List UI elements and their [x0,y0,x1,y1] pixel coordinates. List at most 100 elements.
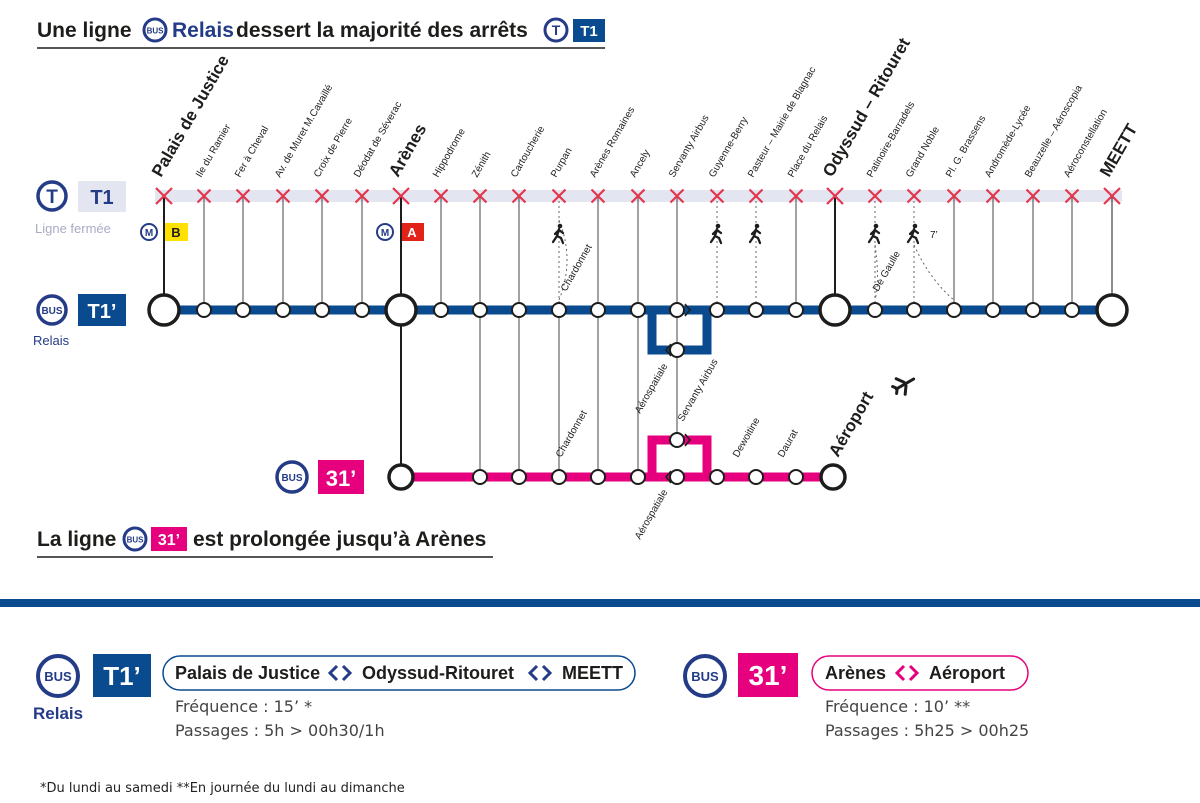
stop-marker [709,302,725,318]
tram-stop-x-icon [354,188,370,204]
l31-badge-text: 31’ [326,466,357,491]
major-stop-marker [818,293,852,327]
double-chevron-icon [894,664,920,682]
stop-marker [788,302,804,318]
stop-marker [630,302,646,318]
route-t1-a: Palais de Justice [175,663,320,683]
bus-icon-31: BUS [275,460,309,494]
stop-marker-31 [511,469,527,485]
major-stop-marker-31 [387,463,415,491]
metro-icon: M [376,223,394,241]
l31-badge-small [151,527,187,551]
bus-icon: BUS [122,526,148,552]
line31-label: Aérospatiale [633,361,671,415]
stop-marker [511,302,527,318]
t1prime-badge-text: T1’ [88,301,117,323]
bus-icon-text: BUS [147,27,165,36]
stop-label: Fer à Cheval [233,124,271,179]
line31-label: Daurat [776,428,801,460]
chevron-icon [684,303,691,317]
l31-frequence: Fréquence : 10’ ** [825,697,970,716]
tram-stop-x-icon [155,187,173,205]
walking-person-icon [867,223,881,245]
tram-stop-x-icon [709,188,725,204]
stop-marker [1064,302,1080,318]
metro-icon-text: M [381,228,389,239]
info-31: BUS 31’ Arènes Aéroport Fréquence : 10’ … [683,653,1029,740]
tram-stop-x-icon [511,188,527,204]
tram-stop-x-icon [788,188,804,204]
metro-a-connection: M A [376,223,424,241]
tram-stop-x-icon [1025,188,1041,204]
stop-label: Arènes Romaines [588,105,637,179]
stop-marker [946,302,962,318]
metro-b-text: B [171,225,180,240]
t1prime-badge [78,294,126,326]
stop-label: Palais de Justice [148,52,233,180]
tram-stop-x-icon [196,188,212,204]
tram-stop-x-icon [748,188,764,204]
stop-marker [867,302,883,318]
tram-stop-markers [155,187,1121,205]
bus-line-t1prime [147,293,1129,358]
stop-label: MEETT [1096,120,1142,180]
stop-label: Arènes [385,121,430,180]
route-31-a: Arènes [825,663,886,683]
walk-path [558,219,568,301]
stop-marker-31 [709,469,725,485]
bottom-heading: La ligne BUS 31’ est prolongée jusqu’à A… [37,526,493,558]
stop-marker [669,342,685,358]
bus-icon-31-text: BUS [281,473,302,484]
stop-marker [748,302,764,318]
walker-head [715,223,721,229]
stop-marker [906,302,922,318]
route-t1-b: Odyssud-Ritouret [362,663,514,683]
bottom-heading-part2: est prolongée jusqu’à Arènes [193,528,486,551]
walker-body [748,227,762,245]
bus-icon-info-text: BUS [44,669,72,684]
bus-icon-info-31-text: BUS [691,669,719,684]
l31-badge-info [738,653,798,697]
stop-marker [551,302,567,318]
stop-label: Purpan [549,146,575,179]
bus-icon-text: BUS [127,536,145,545]
t1prime-badge-info-text: T1’ [103,661,141,691]
stop-marker [433,302,449,318]
stop-marker-31 [630,469,646,485]
stop-marker-31 [551,469,567,485]
tram-closed-label: Ligne fermée [35,221,111,236]
walker-body [551,227,565,245]
metro-b-badge [165,223,188,241]
metro-b-connection: M B [140,223,188,241]
t1prime-route-pill [162,655,636,691]
stop-marker-31 [669,432,685,448]
tram-t1-legend: T T1 Ligne fermée [35,180,126,236]
stop-marker [472,302,488,318]
stop-marker [354,302,370,318]
tram-icon: T [543,17,569,43]
stop-label: Zénith [470,150,493,180]
walker-body [709,227,723,245]
bus-icon-info-31: BUS [683,654,727,698]
top-heading-part1: Une ligne [37,19,132,42]
tram-stop-x-icon [235,188,251,204]
t1-badge-small [573,19,605,42]
l31-badge-small-text: 31’ [158,532,180,549]
stop-marker [275,302,291,318]
chevron-icon [665,470,672,484]
bus-icon-large-text: BUS [41,306,62,317]
tram-stop-x-icon [867,188,883,204]
bottom-heading-part1: La ligne [37,528,116,551]
tram-stop-x-icon [906,188,922,204]
stop-label: Guyenne-Berry [707,115,750,179]
major-stop-marker [384,293,418,327]
tram-stop-x-icon [985,188,1001,204]
stop-label: Pl. G. Brassens [944,114,988,180]
walk-icons [551,223,920,245]
route-t1-c: MEETT [562,663,623,683]
metro-icon-text: M [145,228,153,239]
stop-marker-31 [748,469,764,485]
stop-marker [590,302,606,318]
l31-passages: Passages : 5h25 > 00h25 [825,721,1029,740]
